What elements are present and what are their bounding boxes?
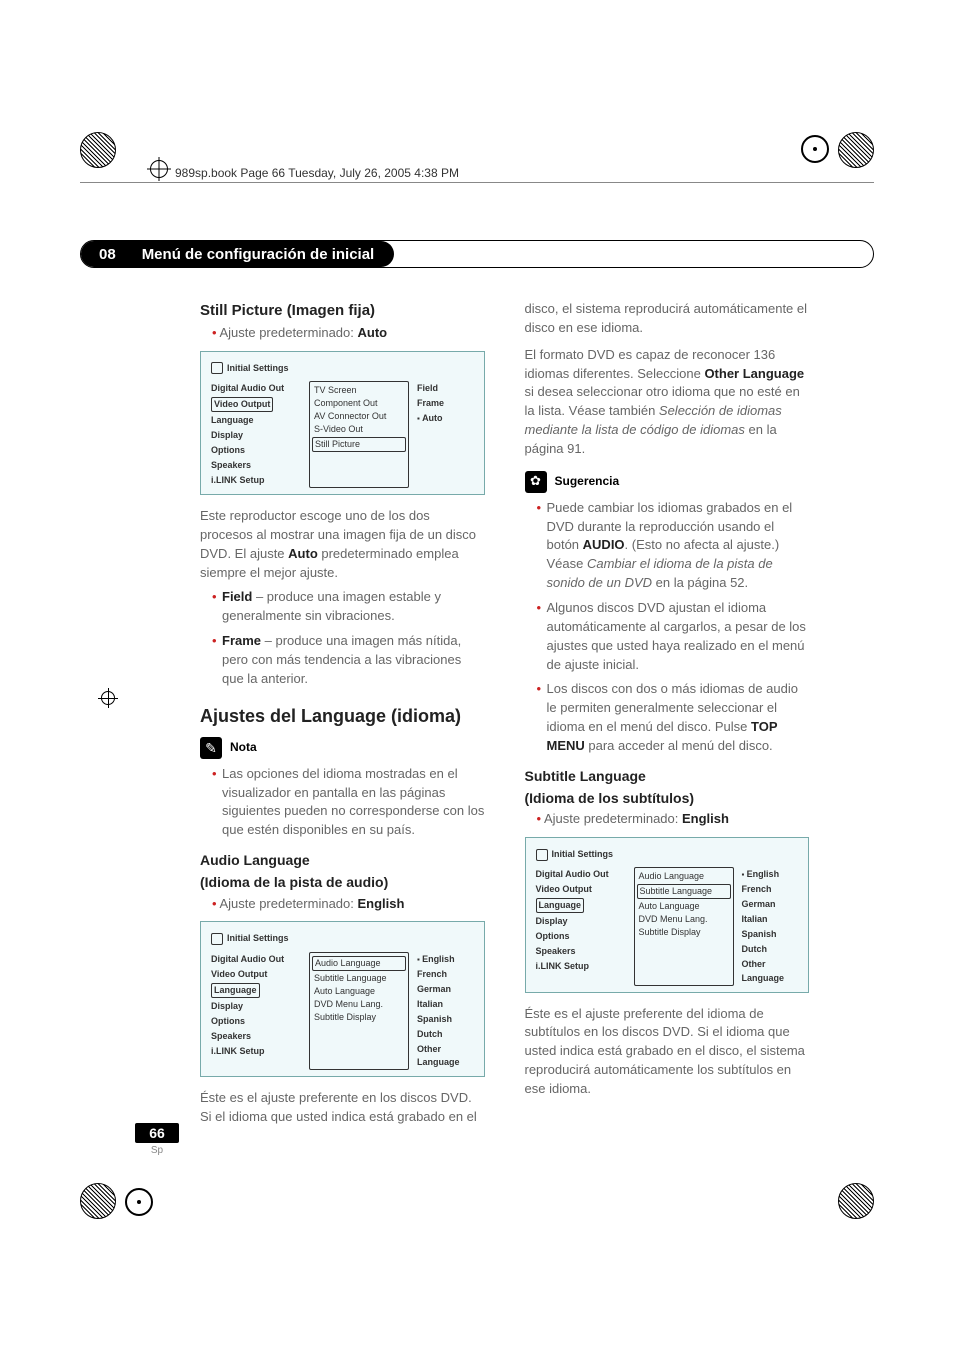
osd-subtitle: Initial SettingsDigital Audio OutVideo O… — [525, 837, 810, 992]
subtitle-body: Éste es el ajuste preferente del idioma … — [525, 1005, 810, 1099]
osd-still: Initial SettingsDigital Audio OutVideo O… — [200, 351, 485, 495]
page-number: 66 — [135, 1123, 179, 1143]
print-hatch-tr — [838, 132, 874, 168]
still-list: Field – produce una imagen estable y gen… — [212, 588, 485, 688]
page-lang: Sp — [135, 1145, 179, 1156]
page-number-block: 66 Sp — [135, 1123, 179, 1156]
audio-heading-1: Audio Language — [200, 850, 485, 870]
print-ring-bl — [125, 1188, 153, 1216]
note-icon: ✎ — [200, 737, 222, 759]
print-hatch-bl — [80, 1183, 116, 1219]
print-hatch-br — [838, 1183, 874, 1219]
book-header: 989sp.book Page 66 Tuesday, July 26, 200… — [175, 166, 459, 180]
print-ring-tr — [801, 135, 829, 163]
sugerencia-list: Puede cambiar los idiomas grabados en el… — [537, 499, 810, 756]
chapter-number: 08 — [81, 241, 134, 267]
still-body: Este reproductor escoge uno de los dos p… — [200, 507, 485, 582]
still-heading: Still Picture (Imagen fija) — [200, 300, 485, 322]
subtitle-heading-2: (Idioma de los subtítulos) — [525, 788, 810, 808]
audio-p2: El formato DVD es capaz de reconocer 136… — [525, 346, 810, 459]
subtitle-heading-1: Subtitle Language — [525, 766, 810, 786]
osd-audio: Initial SettingsDigital Audio OutVideo O… — [200, 921, 485, 1076]
still-preset: Ajuste predeterminado: Auto — [212, 324, 485, 343]
note-list: Las opciones del idioma mostradas en el … — [212, 765, 485, 840]
print-hatch-tl — [80, 132, 116, 168]
sugerencia-icon — [525, 471, 547, 493]
note-row: ✎ Nota — [200, 737, 485, 759]
audio-preset: Ajuste predeterminado: English — [212, 895, 485, 914]
lang-heading: Ajustes del Language (idioma) — [200, 703, 485, 729]
chapter-bar: 08 Menú de configuración de inicial — [80, 240, 874, 268]
sugerencia-row: Sugerencia — [525, 471, 810, 493]
print-cross-tl — [150, 160, 168, 178]
audio-heading-2: (Idioma de la pista de audio) — [200, 872, 485, 892]
subtitle-preset: Ajuste predeterminado: English — [537, 810, 810, 829]
content-columns: Still Picture (Imagen fija) Ajuste prede… — [200, 300, 809, 1151]
note-label: Nota — [230, 739, 257, 756]
reg-left — [98, 688, 118, 708]
sugerencia-label: Sugerencia — [555, 473, 620, 490]
chapter-title: Menú de configuración de inicial — [134, 241, 395, 267]
book-underline — [80, 182, 874, 183]
